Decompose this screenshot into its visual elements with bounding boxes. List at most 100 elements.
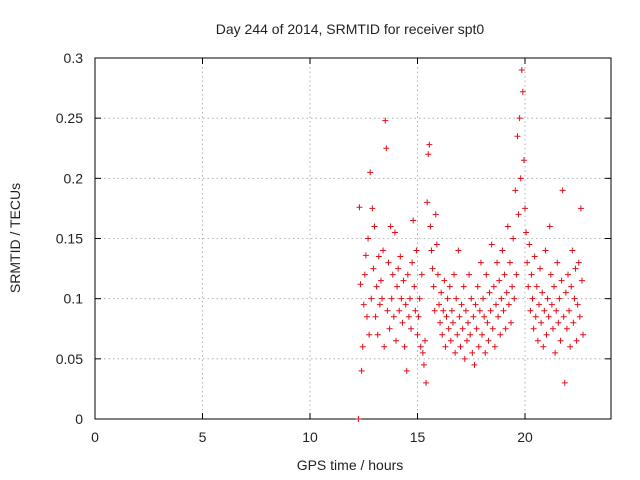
data-point — [520, 157, 527, 164]
data-point — [402, 301, 409, 308]
data-point — [537, 265, 544, 272]
data-point — [444, 295, 451, 302]
y-tick-labels: 0 0.05 0.1 0.15 0.2 0.25 0.3 — [56, 50, 83, 427]
data-point — [489, 325, 496, 332]
data-point — [386, 325, 393, 332]
data-point — [400, 277, 407, 284]
data-point — [446, 283, 453, 290]
data-point — [481, 313, 488, 320]
data-point — [539, 289, 546, 296]
data-point — [503, 289, 510, 296]
data-point — [527, 307, 534, 314]
data-point — [506, 259, 513, 266]
data-point — [542, 247, 549, 254]
data-point — [399, 319, 406, 326]
data-point — [405, 313, 412, 320]
data-point — [424, 199, 431, 206]
data-point — [532, 313, 539, 320]
data-point — [567, 343, 574, 350]
data-point — [475, 343, 482, 350]
data-point — [501, 271, 508, 278]
data-point — [383, 145, 390, 152]
data-point — [559, 187, 566, 194]
data-point — [568, 283, 575, 290]
data-point — [426, 141, 433, 148]
data-point — [457, 343, 464, 350]
data-point — [419, 349, 426, 356]
data-point — [437, 319, 444, 326]
y-tick-label: 0 — [75, 411, 83, 427]
data-point — [360, 301, 367, 308]
data-point — [441, 277, 448, 284]
data-point — [361, 271, 368, 278]
data-point — [401, 343, 408, 350]
data-point — [448, 307, 455, 314]
data-point — [577, 205, 584, 212]
data-point — [495, 313, 502, 320]
data-point — [391, 229, 398, 236]
data-point — [580, 331, 587, 338]
data-point — [511, 295, 518, 302]
data-point — [523, 229, 530, 236]
data-point — [499, 247, 506, 254]
data-point — [380, 247, 387, 254]
data-point — [505, 301, 512, 308]
data-point — [551, 283, 558, 290]
data-point — [465, 319, 472, 326]
data-point — [515, 211, 522, 218]
y-tick-label: 0.3 — [64, 50, 84, 66]
data-point — [404, 271, 411, 278]
data-point — [470, 313, 477, 320]
data-point — [384, 307, 391, 314]
data-point — [533, 283, 540, 290]
data-point — [389, 271, 396, 278]
data-point — [571, 295, 578, 302]
data-point — [486, 289, 493, 296]
data-point — [416, 295, 423, 302]
data-point — [436, 301, 442, 308]
data-point — [494, 259, 501, 266]
data-point — [370, 265, 377, 272]
data-point — [390, 313, 397, 320]
data-point — [552, 349, 559, 356]
data-point — [463, 337, 470, 344]
data-point — [443, 313, 450, 320]
data-point — [504, 223, 511, 230]
data-point — [452, 349, 459, 356]
data-points — [355, 67, 587, 422]
data-point — [418, 271, 425, 278]
data-point — [479, 331, 485, 338]
data-point — [556, 295, 563, 302]
data-point — [409, 259, 416, 266]
data-point — [439, 331, 446, 338]
data-point — [413, 247, 420, 254]
data-point — [502, 325, 509, 332]
data-point — [431, 307, 438, 314]
data-point — [549, 325, 556, 332]
data-point — [534, 337, 541, 344]
data-point — [369, 205, 376, 212]
y-tick-label: 0.1 — [64, 291, 84, 307]
data-point — [466, 271, 473, 278]
data-point — [547, 271, 554, 278]
data-point — [461, 355, 468, 362]
data-point — [425, 151, 432, 158]
data-point — [432, 211, 439, 218]
ticks — [94, 57, 611, 420]
data-point — [408, 325, 415, 332]
grid — [95, 58, 611, 419]
data-point — [372, 313, 379, 320]
data-point — [449, 319, 456, 326]
data-point — [451, 271, 458, 278]
data-point — [513, 271, 520, 278]
data-point — [562, 289, 569, 296]
x-tick-label: 0 — [91, 429, 99, 445]
data-point — [417, 343, 424, 350]
data-point — [415, 313, 422, 320]
data-point — [574, 301, 581, 308]
data-point — [545, 313, 552, 320]
data-point — [358, 367, 365, 374]
data-point — [522, 205, 528, 212]
data-point — [422, 337, 429, 344]
